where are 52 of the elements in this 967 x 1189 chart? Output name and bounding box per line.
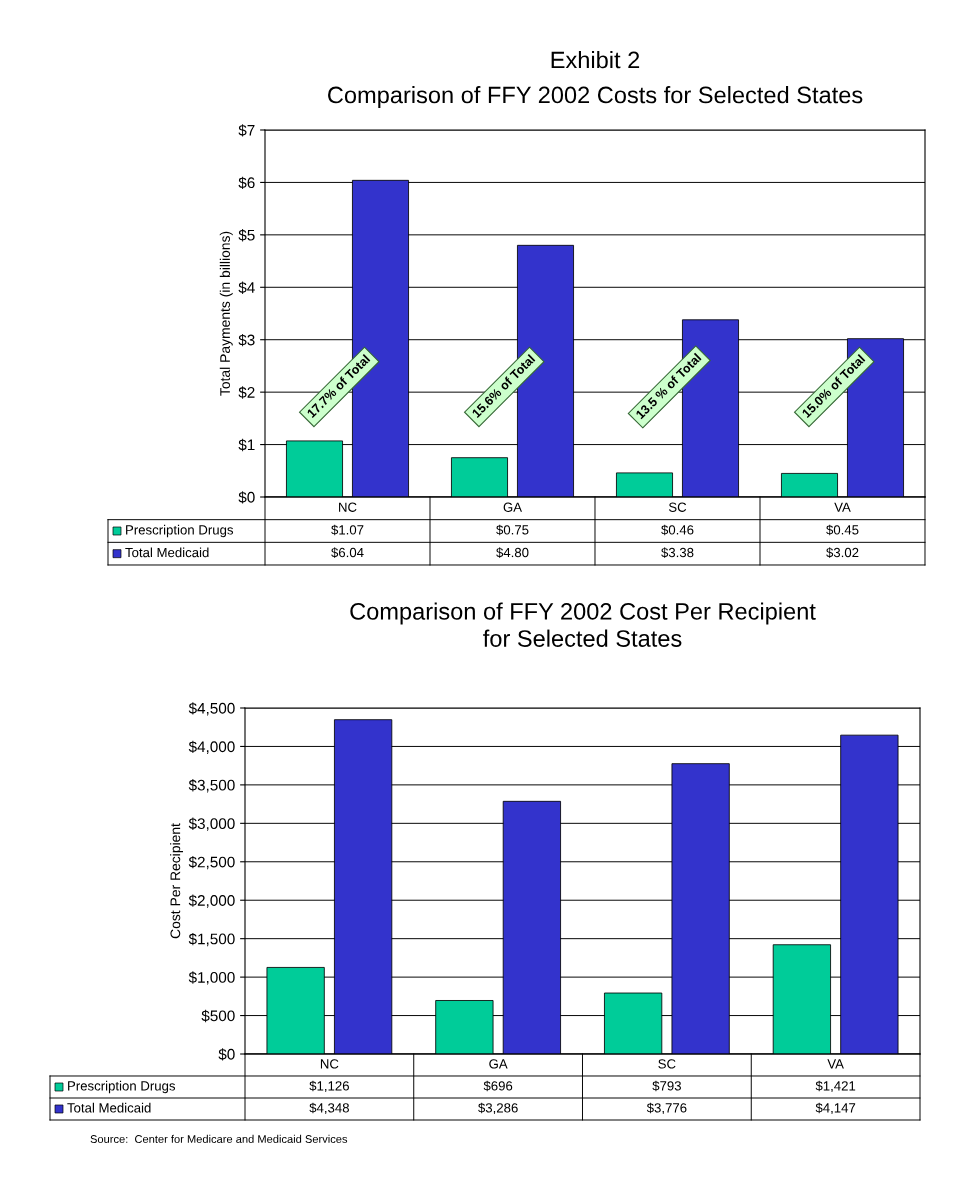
legend-label: Prescription Drugs (126, 524, 234, 538)
y-tick-label: $4,500 (188, 702, 235, 716)
y-tick-label: $2 (238, 386, 255, 399)
y-tick-label: $5 (238, 229, 255, 242)
y-tick-label: $1 (238, 438, 255, 452)
data-label: $0.75 (496, 524, 529, 536)
data-label: $3,286 (478, 1102, 518, 1115)
legend-label: Total Medicaid (67, 1102, 151, 1113)
category-label: GA (489, 1059, 508, 1069)
y-tick-label: $0 (238, 491, 255, 504)
y-tick-label: $3,500 (188, 779, 235, 793)
y-tick-label: $500 (201, 1009, 235, 1023)
data-label: $1.07 (331, 524, 364, 536)
category-label: SC (668, 502, 687, 512)
data-label: $3,776 (646, 1102, 687, 1115)
y-tick-label: $6 (238, 176, 255, 190)
y-axis-title: Total Payments (in billions) (219, 231, 233, 396)
y-tick-label: $7 (238, 124, 255, 137)
y-tick-label: $1,500 (188, 932, 235, 947)
data-label: $6.04 (331, 547, 364, 558)
chart-title: Exhibit 2 (551, 51, 640, 69)
category-label: NC (339, 502, 357, 512)
y-tick-label: $3,000 (188, 817, 235, 831)
data-label: $1,126 (309, 1080, 349, 1093)
category-label: VA (834, 502, 851, 512)
data-label: $0.45 (826, 524, 859, 536)
y-tick-label: $3 (238, 333, 255, 347)
y-tick-label: $2,000 (188, 894, 235, 908)
category-label: GA (503, 502, 523, 512)
category-label: NC (320, 1059, 339, 1069)
y-tick-label: $1,000 (188, 971, 235, 985)
data-label: $4,348 (309, 1102, 349, 1115)
source-note: Source: Center for Medicare and Medicaid Services (90, 1134, 348, 1143)
data-label: $793 (652, 1080, 681, 1092)
data-label: $4,147 (815, 1102, 856, 1115)
data-label: $4.80 (496, 547, 529, 558)
data-label: $3.38 (661, 547, 694, 558)
legend-label: Total Medicaid (125, 547, 209, 558)
chart-subtitle: Comparison of FFY 2002 Costs for Selected States (328, 86, 863, 108)
category-label: SC (658, 1059, 676, 1069)
y-tick-label: $2,500 (188, 856, 235, 870)
y-tick-label: $4,000 (188, 740, 235, 754)
data-label: $3.02 (826, 547, 859, 558)
legend-label: Prescription Drugs (68, 1080, 176, 1094)
chart-title: Comparison of FFY 2002 Cost Per Recipient for Selected States (350, 602, 816, 647)
data-label: $0.46 (661, 524, 694, 536)
data-label: $1,421 (815, 1080, 856, 1093)
y-tick-label: $4 (238, 281, 255, 294)
y-axis-title: Cost Per Recipient (170, 823, 183, 939)
data-label: $696 (483, 1080, 513, 1092)
y-tick-label: $0 (218, 1048, 235, 1061)
category-label: VA (827, 1059, 844, 1069)
